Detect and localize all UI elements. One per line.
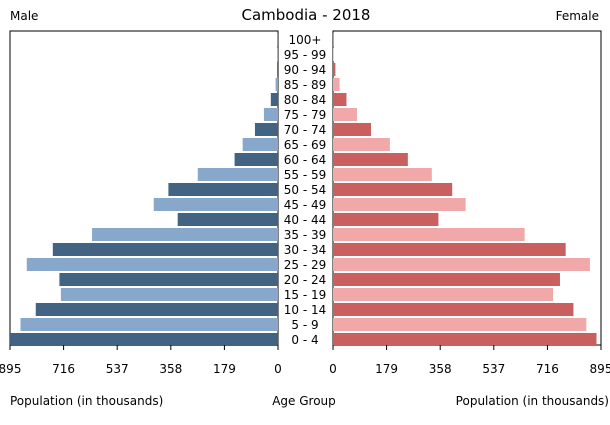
female-bar: [333, 213, 439, 226]
age-group-label: 55 - 59: [284, 168, 327, 182]
age-group-label: 95 - 99: [284, 48, 327, 62]
x-axis-label-left: Population (in thousands): [10, 394, 163, 408]
male-bar: [59, 273, 278, 286]
age-group-label: 90 - 94: [284, 63, 327, 77]
age-group-label: 85 - 89: [284, 78, 327, 92]
male-tick-label: 716: [52, 362, 75, 376]
age-group-label: 20 - 24: [284, 273, 327, 287]
female-tick-label: 358: [429, 362, 452, 376]
male-bar: [177, 213, 278, 226]
female-bar: [333, 108, 357, 121]
age-group-label: 10 - 14: [284, 303, 327, 317]
male-tick-label: 179: [213, 362, 236, 376]
female-bar: [333, 183, 453, 196]
male-bar: [153, 198, 278, 211]
female-bar: [333, 243, 566, 256]
age-group-label: 25 - 29: [284, 258, 327, 272]
female-bar: [333, 303, 574, 316]
male-bar: [10, 333, 278, 346]
age-group-label: 5 - 9: [291, 318, 318, 332]
x-axes: 895 716 537 358 179 0 0 179 358 537 716 895: [0, 345, 610, 376]
age-group-label: 70 - 74: [284, 123, 327, 137]
female-bar: [333, 153, 408, 166]
male-tick-label: 537: [106, 362, 129, 376]
age-group-label: 35 - 39: [284, 228, 327, 242]
age-group-label: 80 - 84: [284, 93, 327, 107]
x-axis-label-center: Age Group: [272, 394, 336, 408]
female-bar: [333, 123, 372, 136]
male-tick-label: 0: [274, 362, 282, 376]
female-bar: [333, 198, 466, 211]
male-bars: [10, 33, 279, 346]
male-bar: [60, 288, 278, 301]
female-tick-label: 179: [375, 362, 398, 376]
female-label: Female: [556, 9, 599, 23]
male-bar: [20, 318, 279, 331]
female-bar: [333, 48, 334, 61]
male-bar: [26, 258, 279, 271]
female-bars: [333, 33, 597, 346]
female-tick-label: 0: [329, 362, 337, 376]
female-tick-label: 895: [590, 362, 610, 376]
male-bar: [35, 303, 279, 316]
male-bar: [270, 93, 278, 106]
age-group-label: 0 - 4: [291, 333, 318, 347]
age-group-label: 65 - 69: [284, 138, 327, 152]
female-bar: [333, 318, 587, 331]
female-bar: [333, 258, 590, 271]
female-bar: [333, 333, 597, 346]
male-bar: [52, 243, 278, 256]
female-bar: [333, 273, 560, 286]
x-axis-label-right: Population (in thousands): [456, 394, 609, 408]
age-group-label: 75 - 79: [284, 108, 327, 122]
female-bar: [333, 288, 554, 301]
male-bar: [234, 153, 278, 166]
age-group-label: 100+: [289, 33, 322, 47]
female-bar: [333, 78, 340, 91]
age-group-label: 30 - 34: [284, 243, 327, 257]
female-tick-label: 537: [482, 362, 505, 376]
female-bar: [333, 138, 390, 151]
female-bar: [333, 168, 432, 181]
chart-title: Cambodia - 2018: [242, 6, 371, 24]
male-bar: [197, 168, 278, 181]
male-bar: [277, 63, 278, 76]
age-group-label: 60 - 64: [284, 153, 327, 167]
female-tick-label: 716: [536, 362, 559, 376]
male-bar: [92, 228, 278, 241]
male-tick-label: 895: [0, 362, 21, 376]
female-bar: [333, 93, 347, 106]
male-bar: [254, 123, 278, 136]
male-tick-label: 358: [159, 362, 182, 376]
male-bar: [242, 138, 278, 151]
age-group-label: 15 - 19: [284, 288, 327, 302]
age-group-label: 40 - 44: [284, 213, 327, 227]
male-label: Male: [10, 9, 38, 23]
male-bar: [275, 78, 278, 91]
female-bar: [333, 63, 336, 76]
male-bar: [263, 108, 278, 121]
age-group-label: 50 - 54: [284, 183, 327, 197]
female-bar: [333, 228, 525, 241]
male-bar: [168, 183, 278, 196]
age-group-label: 45 - 49: [284, 198, 327, 212]
